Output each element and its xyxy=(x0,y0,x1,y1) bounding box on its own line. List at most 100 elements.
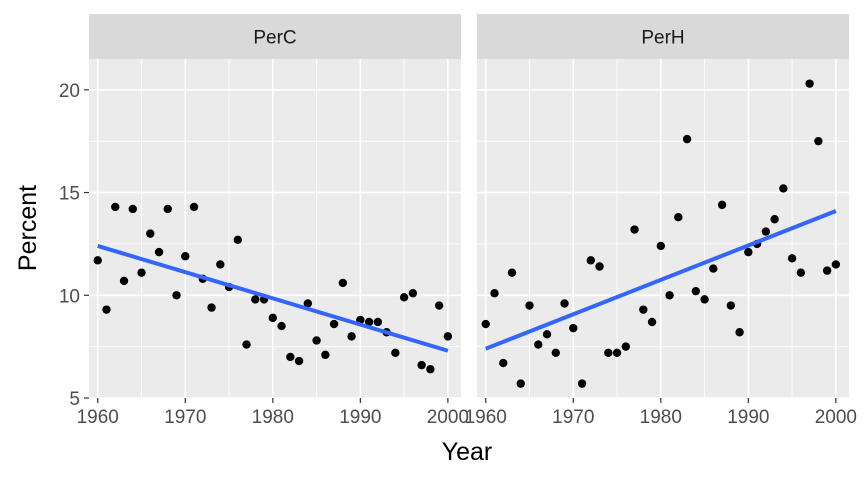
data-point xyxy=(656,241,666,251)
data-point xyxy=(569,323,578,333)
data-point xyxy=(822,266,832,275)
data-point xyxy=(172,291,181,300)
data-point xyxy=(277,321,286,331)
data-point xyxy=(612,348,622,357)
data-point xyxy=(534,340,543,349)
panels-layer: PerC PerH xyxy=(89,14,849,399)
data-point xyxy=(735,328,744,337)
x-tick-label: 1980 xyxy=(640,407,682,428)
data-point xyxy=(181,252,190,261)
data-point xyxy=(744,247,753,257)
data-point xyxy=(128,204,137,214)
data-point xyxy=(674,213,683,222)
data-point xyxy=(787,254,797,263)
data-point xyxy=(639,305,648,314)
data-point xyxy=(700,295,709,304)
data-point xyxy=(146,229,155,238)
data-point xyxy=(831,260,841,269)
data-point xyxy=(163,204,172,214)
x-tick-label: 1960 xyxy=(77,407,119,428)
data-point xyxy=(717,200,727,210)
data-point xyxy=(303,299,313,308)
x-tick-label: 1990 xyxy=(339,407,381,428)
data-point xyxy=(294,356,304,366)
data-point xyxy=(268,313,278,323)
data-point xyxy=(242,340,251,349)
data-point xyxy=(796,268,806,277)
data-point xyxy=(119,276,129,286)
x-tick-label: 2000 xyxy=(427,407,469,428)
x-tick-label: 1980 xyxy=(252,407,294,428)
data-point xyxy=(137,268,146,277)
data-point xyxy=(111,202,120,212)
data-point xyxy=(516,379,525,388)
data-point xyxy=(417,360,426,370)
y-tick-label: 15 xyxy=(59,184,80,205)
data-point xyxy=(499,358,508,368)
data-point xyxy=(586,256,595,265)
data-point xyxy=(426,365,435,374)
data-point xyxy=(443,332,453,341)
panel-background xyxy=(89,59,461,398)
x-axis-title: Year xyxy=(442,438,493,466)
y-tick-label: 20 xyxy=(59,81,80,102)
data-point xyxy=(481,319,490,329)
data-point xyxy=(391,348,400,357)
data-point xyxy=(207,303,216,312)
panel-perh: PerH xyxy=(477,14,849,399)
data-point xyxy=(338,278,348,288)
data-point xyxy=(691,286,701,296)
x-tick-label: 1960 xyxy=(465,407,507,428)
data-point xyxy=(577,379,587,388)
x-tick-label: 1990 xyxy=(727,407,769,428)
data-point xyxy=(525,301,534,310)
data-point xyxy=(408,289,418,298)
facet-strip xyxy=(477,14,849,59)
data-point xyxy=(373,317,383,327)
data-point xyxy=(347,332,356,341)
data-point xyxy=(560,299,569,308)
data-point xyxy=(770,215,779,224)
trend-line xyxy=(97,244,449,353)
data-point xyxy=(604,348,613,357)
data-point xyxy=(621,342,630,351)
data-point xyxy=(761,227,771,236)
data-point xyxy=(154,247,164,257)
data-point xyxy=(233,235,242,244)
data-point xyxy=(399,293,409,302)
data-point xyxy=(726,301,736,310)
data-point xyxy=(490,289,499,298)
data-point xyxy=(93,256,102,265)
data-point xyxy=(329,319,339,329)
data-point xyxy=(286,352,295,362)
data-point xyxy=(312,336,321,345)
data-point xyxy=(805,79,814,88)
panel-perc: PerC xyxy=(89,14,461,399)
y-axis: 5 10 15 20 xyxy=(59,81,89,410)
data-point xyxy=(364,317,374,327)
x-tick-label: 1970 xyxy=(552,407,594,428)
trend-line xyxy=(485,209,837,351)
data-point xyxy=(595,262,604,271)
data-point xyxy=(630,225,639,234)
data-point xyxy=(321,350,330,360)
data-point xyxy=(814,136,823,146)
y-axis-title: Percent xyxy=(14,185,42,271)
data-point xyxy=(251,295,260,304)
facet-strip xyxy=(89,14,461,59)
data-point xyxy=(665,291,674,300)
data-point xyxy=(216,260,225,269)
data-point xyxy=(102,305,111,314)
x-tick-label: 2000 xyxy=(815,407,857,428)
facet-strip-label: PerC xyxy=(253,28,296,49)
data-point xyxy=(647,317,657,327)
data-point xyxy=(551,348,560,357)
y-tick-label: 10 xyxy=(59,286,80,307)
data-point xyxy=(189,202,199,212)
data-point xyxy=(507,268,517,277)
data-point xyxy=(542,330,552,339)
data-point xyxy=(434,301,444,310)
data-point xyxy=(682,134,692,144)
